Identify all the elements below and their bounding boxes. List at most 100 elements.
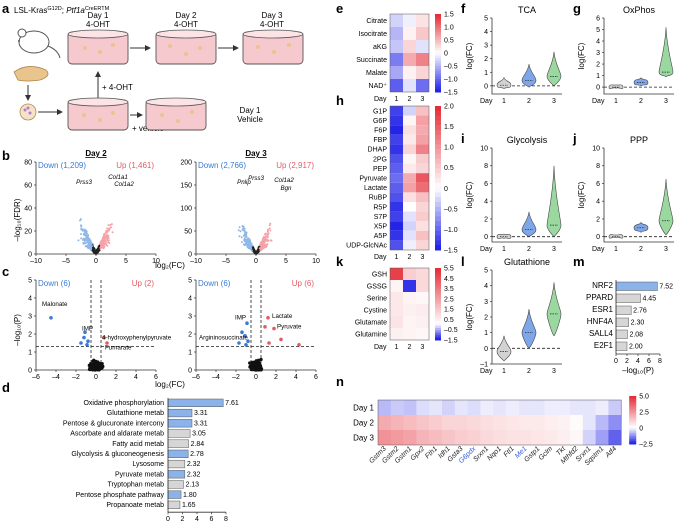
heatmap-row-label: FBP	[373, 137, 387, 144]
panel-letter-m: m	[573, 254, 585, 269]
pathway-value: 2.32	[187, 471, 201, 478]
dish4-treatment-label: Vehicle	[237, 115, 263, 124]
heatmap-n-gene-label: Gpx2	[409, 445, 426, 462]
heatmap-cell	[403, 240, 416, 250]
heatmap-cell	[416, 328, 429, 340]
colorbar-step	[435, 306, 441, 310]
volcano-point	[243, 230, 246, 233]
violin-ylabel: log(FC)	[577, 42, 586, 69]
y-tick-label: 2	[484, 315, 488, 322]
colorbar-step	[629, 420, 637, 423]
heatmap-row-label: Malate	[366, 70, 387, 77]
significant-point	[83, 330, 87, 335]
colorbar-step	[435, 235, 441, 241]
violin-cat-label: 3	[664, 98, 668, 105]
pathway-value: 1.65	[182, 502, 196, 509]
colorbar-step	[629, 405, 637, 408]
heatmap-n-gene-label: Atf4	[604, 445, 619, 460]
heatmap-n-cell	[518, 430, 532, 445]
y-tick-label: 0	[484, 234, 488, 241]
volcano-point	[259, 368, 263, 372]
y-tick-label: 1	[484, 70, 488, 77]
volcano-point	[94, 250, 97, 253]
colorbar-tick-label: –0.5	[444, 327, 458, 334]
panel-b-ylabel: –log₁₀(FDR)	[13, 198, 22, 241]
heatmap-cell	[390, 221, 403, 231]
colorbar-step	[435, 178, 441, 184]
colorbar-step	[435, 40, 441, 44]
significant-point	[102, 335, 106, 340]
heatmap-n-gene-label: Ftl1	[503, 445, 516, 458]
colorbar-step	[435, 282, 441, 286]
panel-letter-j: j	[572, 131, 577, 146]
heatmap-cell	[416, 53, 429, 66]
volcano-point	[237, 229, 240, 232]
heatmap-cell	[390, 280, 403, 292]
heatmap-n-border	[377, 399, 622, 446]
colorbar-step	[629, 431, 637, 434]
volcano-point	[106, 237, 109, 240]
volcano-point	[249, 240, 252, 243]
heatmap-n-cell	[442, 430, 455, 445]
gene-label: Col1a2	[274, 177, 294, 184]
x-tick-label: 0	[94, 374, 98, 381]
violin-cat-label: 2	[639, 246, 643, 253]
heatmap-n-cell	[480, 415, 494, 430]
colorbar-tick-label: 1.5	[444, 307, 454, 314]
colorbar-step	[435, 106, 441, 112]
heatmap-cell	[416, 163, 429, 174]
heatmap-cell	[416, 316, 429, 328]
y-tick-label: 0	[188, 252, 192, 259]
volcano-point	[239, 230, 242, 233]
violin-title: Glycolysis	[507, 135, 548, 145]
volcano-point	[262, 237, 265, 240]
y-tick-label: 2	[28, 332, 32, 339]
dish2-day-label: Day 2	[176, 11, 197, 20]
colorbar-step	[435, 34, 441, 38]
colorbar-tick-label: 0	[444, 51, 448, 58]
x-tick-label: 4	[294, 374, 298, 381]
volcano-point	[96, 360, 100, 364]
heatmap-n-cell	[570, 400, 583, 415]
dish3-treatment-label: 4-OHT	[260, 20, 284, 29]
tf-value: 4.45	[642, 296, 656, 303]
volcano-point	[91, 245, 94, 248]
heatmap-n-gene-label: Nqo1	[486, 445, 503, 462]
heatmap-cell	[416, 134, 429, 145]
volcano-point	[80, 228, 83, 231]
significant-point	[266, 316, 270, 320]
heatmap-cell	[403, 316, 416, 328]
y-tick-label: 5	[28, 278, 32, 285]
volcano-point	[267, 239, 270, 242]
colorbar-step	[435, 197, 441, 203]
volcano-point	[264, 246, 267, 249]
colorbar-step	[435, 154, 441, 160]
up-count: Up (1,461)	[116, 161, 154, 170]
heatmap-col-label: 1	[395, 344, 399, 351]
heatmap-n-cell	[467, 415, 481, 430]
gene-label: Prss3	[248, 175, 264, 182]
colorbar-step	[629, 434, 637, 437]
panel-letter-b: b	[2, 148, 10, 163]
y-tick-label: 3	[188, 314, 192, 321]
colorbar-step	[435, 76, 441, 80]
heatmap-cell	[390, 192, 403, 202]
heatmap-row-label: X5P	[374, 224, 388, 231]
y-tick-label: 0	[188, 368, 192, 375]
panel-b-volcano: –log₁₀(FDR) log₂(FC) 0 20 40 60 80 –10 –5 0 5 10 D…	[13, 149, 320, 270]
colorbar-tick-label: 1.0	[444, 145, 454, 152]
tf-bar	[615, 317, 629, 327]
heatmap-cell	[416, 221, 429, 231]
heatmap-cell	[403, 115, 416, 126]
volcano-point	[265, 238, 268, 241]
significant-point	[267, 341, 271, 345]
colorbar-step	[435, 284, 441, 288]
x-tick-label: 4	[195, 516, 199, 521]
heatmap-row-label: Cystine	[364, 308, 387, 315]
panel-m-tf-bars: NRF2 7.52 PPARD 4.45 ESR1 2.76 HNF4A 2.30 SALL4 2…	[586, 280, 673, 375]
heatmap-cell	[403, 144, 416, 154]
colorbar-tick-label: 1.0	[444, 25, 454, 32]
heatmap-cell	[416, 304, 429, 316]
heatmap-row-label: GSSG	[367, 284, 387, 291]
volcano-point	[257, 361, 262, 366]
